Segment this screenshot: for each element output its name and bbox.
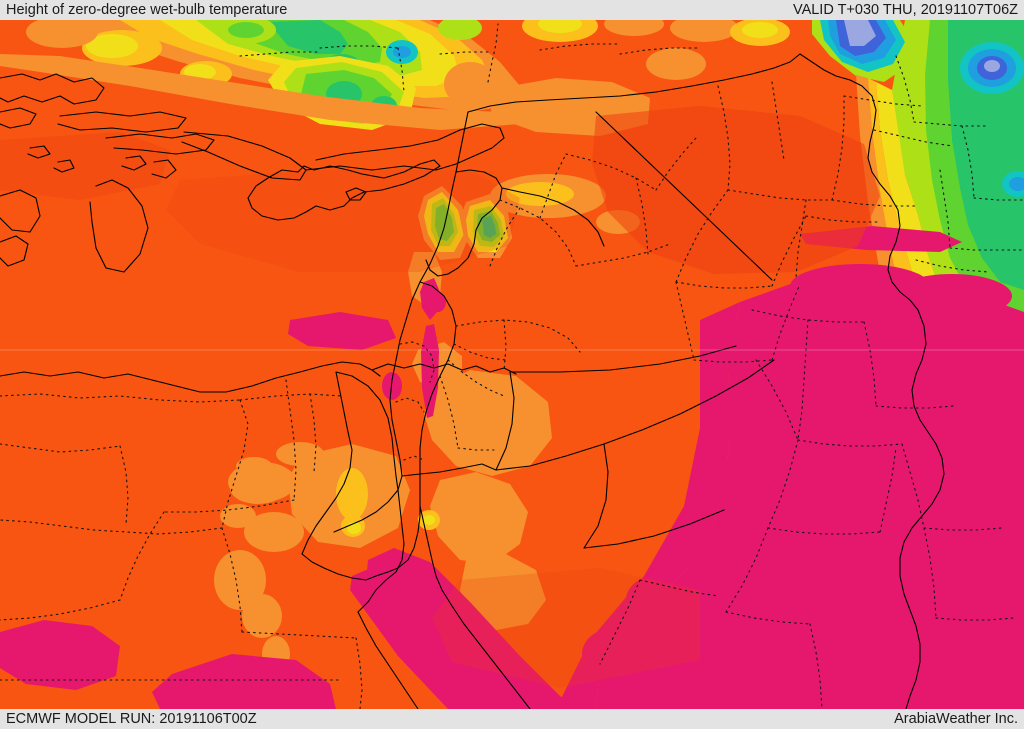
valid-time-label: VALID T+030 THU, 20191107T06Z [792, 2, 1018, 18]
bottom-info-bar: ECMWF MODEL RUN: 20191106T00Z ArabiaWeat… [0, 709, 1024, 729]
provider-label: ArabiaWeather Inc. [894, 711, 1018, 727]
geography-overlay-layer [0, 23, 1024, 709]
contour-fill-layer [0, 20, 1024, 709]
forecast-map-canvas[interactable] [0, 20, 1024, 709]
page-title: Height of zero-degree wet-bulb temperatu… [6, 2, 288, 18]
top-info-bar: Height of zero-degree wet-bulb temperatu… [0, 0, 1024, 20]
model-run-label: ECMWF MODEL RUN: 20191106T00Z [6, 711, 257, 727]
